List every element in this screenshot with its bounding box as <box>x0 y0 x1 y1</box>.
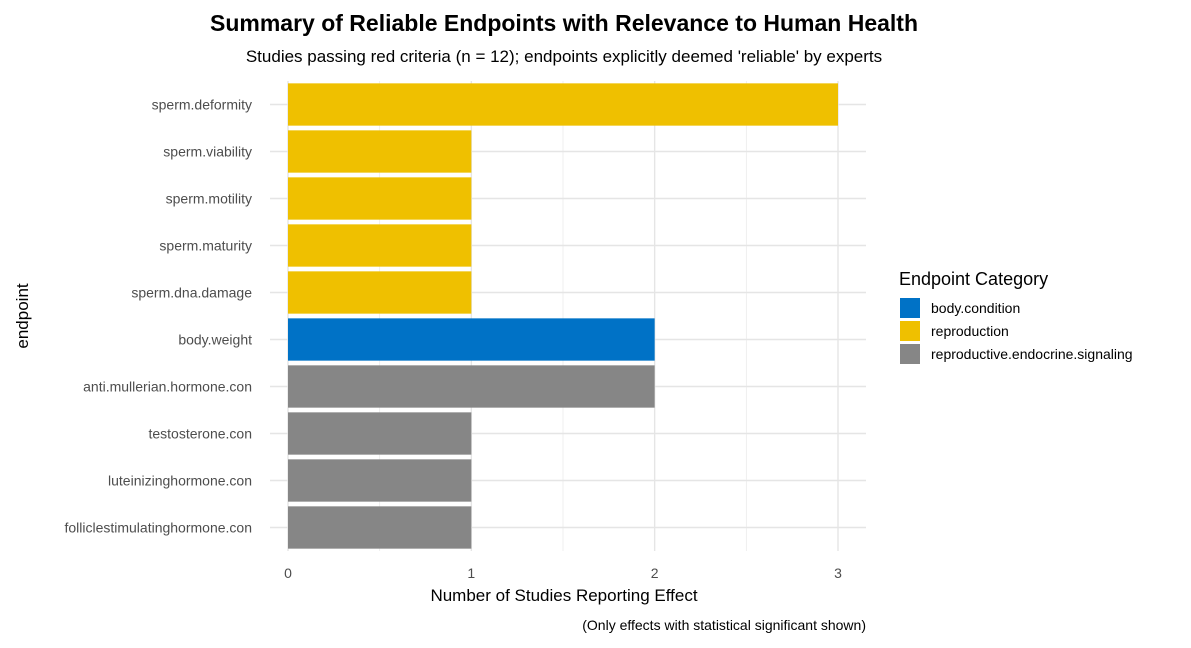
x-tick-label: 3 <box>834 565 842 581</box>
y-axis-label: endpoint <box>13 283 32 349</box>
legend-title: Endpoint Category <box>899 269 1048 289</box>
chart-caption: (Only effects with statistical significa… <box>582 617 866 633</box>
bar-sperm.motility <box>288 177 472 220</box>
bar-folliclestimulatinghormone.con <box>288 506 472 549</box>
y-tick-label: anti.mullerian.hormone.con <box>83 379 252 395</box>
y-tick-label: sperm.motility <box>166 191 252 207</box>
y-tick-label: luteinizinghormone.con <box>108 473 252 489</box>
bar-sperm.dna.damage <box>288 271 472 314</box>
chart-subtitle: Studies passing red criteria (n = 12); e… <box>246 47 882 66</box>
bar-testosterone.con <box>288 412 472 455</box>
bar-anti.mullerian.hormone.con <box>288 365 655 408</box>
bars <box>288 83 838 549</box>
x-axis-label: Number of Studies Reporting Effect <box>430 586 697 605</box>
legend-swatch-body.condition <box>900 298 920 318</box>
y-tick-label: folliclestimulatinghormone.con <box>64 520 252 536</box>
bar-sperm.maturity <box>288 224 472 267</box>
y-tick-label: sperm.deformity <box>152 97 252 113</box>
y-tick-label: body.weight <box>178 332 252 348</box>
x-tick-labels: 0 1 2 3 <box>284 565 842 581</box>
y-tick-labels: sperm.deformity sperm.viability sperm.moti… <box>64 97 252 536</box>
legend: Endpoint Category body.condition reproduc… <box>899 269 1133 364</box>
bar-sperm.deformity <box>288 83 838 126</box>
y-tick-label: testosterone.con <box>148 426 252 442</box>
legend-swatch-reproduction <box>900 321 920 341</box>
legend-swatch-reproductive.endocrine.signaling <box>900 344 920 364</box>
bar-luteinizinghormone.con <box>288 459 472 502</box>
legend-label: reproductive.endocrine.signaling <box>931 346 1133 362</box>
y-tick-label: sperm.maturity <box>159 238 252 254</box>
x-tick-label: 0 <box>284 565 292 581</box>
y-tick-label: sperm.dna.damage <box>131 285 252 301</box>
x-tick-label: 1 <box>467 565 475 581</box>
x-tick-label: 2 <box>651 565 659 581</box>
legend-label: body.condition <box>931 300 1020 316</box>
y-tick-label: sperm.viability <box>163 144 252 160</box>
bar-sperm.viability <box>288 130 472 173</box>
bar-body.weight <box>288 318 655 361</box>
chart-title: Summary of Reliable Endpoints with Relev… <box>210 10 918 36</box>
legend-label: reproduction <box>931 323 1009 339</box>
